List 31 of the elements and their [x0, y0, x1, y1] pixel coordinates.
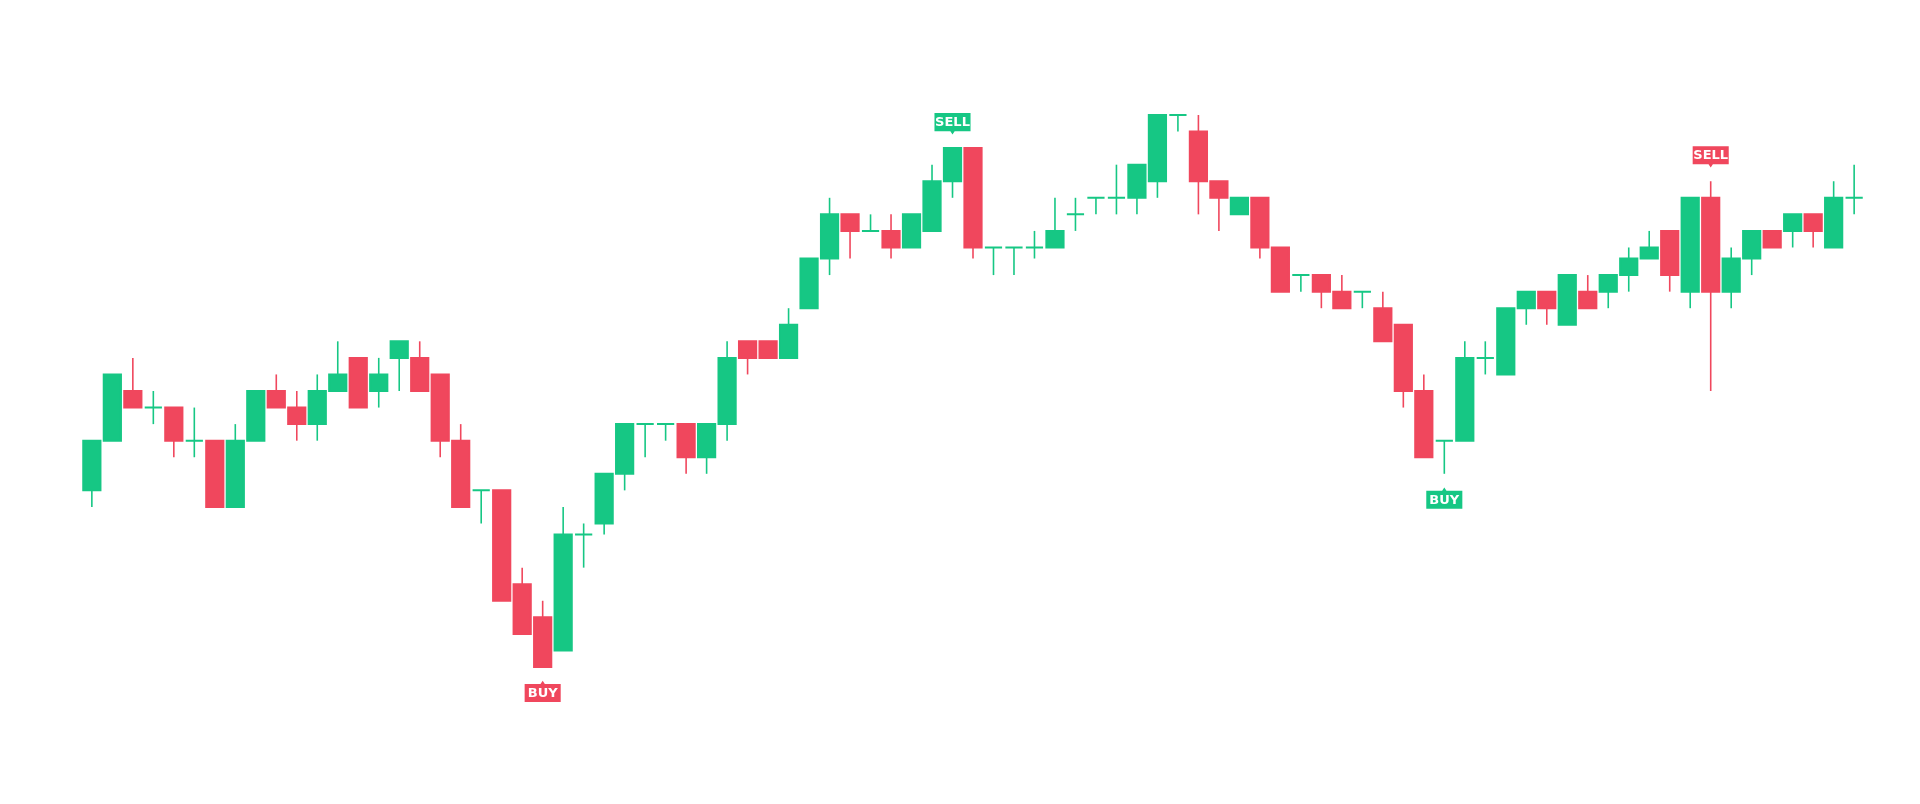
- candlestick: [369, 357, 389, 409]
- candlestick: [1639, 230, 1659, 260]
- candlestick: [1168, 114, 1188, 133]
- candlestick: [184, 406, 204, 459]
- candlestick: [1024, 230, 1045, 260]
- candlestick: [1291, 274, 1311, 293]
- candlestick: [143, 390, 163, 425]
- candlestick: [1106, 163, 1127, 216]
- candlestick: [574, 522, 594, 569]
- candlestick: [1578, 274, 1598, 310]
- candlestick: [389, 340, 409, 392]
- candlestick: [635, 423, 655, 459]
- annotation: SELL: [1693, 147, 1729, 163]
- candlestick: [840, 213, 860, 260]
- candlestick: [471, 489, 491, 525]
- candlestick: [983, 246, 1004, 276]
- candlestick: [1783, 213, 1803, 249]
- candlestick: [1045, 197, 1065, 249]
- candlestick: [1844, 163, 1864, 216]
- candlestick: [1434, 439, 1454, 475]
- candlestick: [1004, 246, 1024, 276]
- candlestick: [1065, 197, 1086, 232]
- candlestick: [1537, 290, 1557, 326]
- annotation: SELL: [935, 114, 970, 130]
- candlestick: [123, 357, 143, 409]
- candlestick: [1086, 196, 1106, 216]
- candlestick: [881, 213, 901, 260]
- annotation: BUY: [527, 685, 559, 700]
- candlestick: [1475, 340, 1495, 376]
- candlestick: [1803, 213, 1823, 249]
- candlestick: [1516, 290, 1536, 326]
